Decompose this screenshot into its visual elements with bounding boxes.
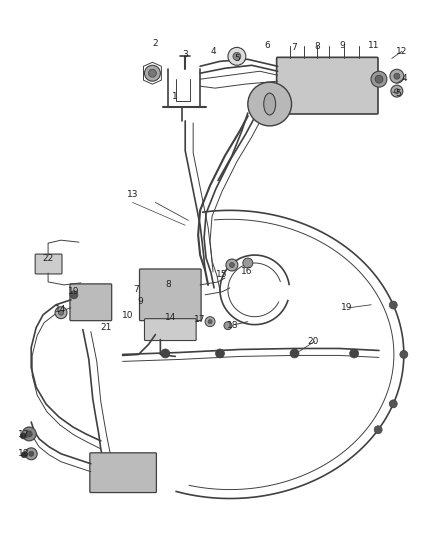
Text: 9: 9 (339, 41, 345, 50)
Ellipse shape (264, 93, 276, 115)
Text: 4: 4 (210, 47, 216, 56)
Circle shape (215, 349, 224, 358)
Circle shape (233, 52, 241, 60)
Circle shape (371, 71, 387, 87)
Circle shape (148, 69, 156, 77)
Text: 3: 3 (182, 50, 188, 59)
Text: 5: 5 (234, 54, 240, 63)
Text: 7: 7 (292, 43, 297, 52)
Text: 2: 2 (152, 39, 158, 48)
Text: 8: 8 (166, 280, 171, 289)
Circle shape (374, 426, 382, 434)
FancyBboxPatch shape (277, 58, 378, 114)
Circle shape (55, 307, 67, 319)
Text: 14: 14 (165, 313, 176, 322)
Circle shape (228, 47, 246, 65)
Circle shape (394, 73, 400, 79)
Text: 1: 1 (173, 92, 178, 101)
Circle shape (390, 69, 404, 83)
Text: 4: 4 (402, 74, 408, 83)
Text: 11: 11 (368, 41, 380, 50)
Text: 17: 17 (194, 315, 206, 324)
Text: 14: 14 (55, 305, 67, 314)
Circle shape (205, 317, 215, 327)
Text: 8: 8 (314, 42, 320, 51)
Circle shape (161, 349, 170, 358)
Text: 17: 17 (18, 431, 29, 439)
Circle shape (226, 259, 238, 271)
Text: 5: 5 (395, 88, 401, 98)
Text: 9: 9 (138, 297, 143, 306)
Circle shape (375, 75, 383, 83)
Text: 16: 16 (241, 268, 253, 277)
Text: 6: 6 (265, 41, 271, 50)
Circle shape (26, 431, 32, 437)
Circle shape (389, 400, 397, 408)
Circle shape (59, 310, 64, 315)
Circle shape (20, 433, 26, 439)
Circle shape (391, 85, 403, 97)
Text: 10: 10 (122, 311, 133, 320)
Circle shape (224, 321, 232, 329)
FancyBboxPatch shape (140, 269, 201, 321)
Text: 20: 20 (308, 337, 319, 346)
Text: 22: 22 (42, 254, 54, 263)
Circle shape (70, 291, 78, 299)
Circle shape (243, 258, 253, 268)
Text: 18: 18 (227, 321, 239, 330)
Circle shape (394, 88, 399, 94)
Circle shape (145, 65, 160, 81)
Text: 19: 19 (342, 303, 353, 312)
Circle shape (22, 427, 36, 441)
Text: 15: 15 (216, 270, 228, 279)
Circle shape (21, 452, 27, 458)
Circle shape (248, 82, 292, 126)
Circle shape (25, 448, 37, 460)
FancyBboxPatch shape (145, 319, 196, 341)
Text: 19: 19 (68, 287, 80, 296)
Text: 21: 21 (100, 323, 111, 332)
Circle shape (230, 263, 234, 268)
Text: 13: 13 (127, 190, 138, 199)
Text: 18: 18 (18, 449, 29, 458)
FancyBboxPatch shape (70, 284, 112, 321)
Text: 12: 12 (396, 47, 407, 56)
Circle shape (389, 301, 397, 309)
FancyBboxPatch shape (35, 254, 62, 274)
Circle shape (29, 451, 34, 456)
Text: 7: 7 (134, 285, 139, 294)
Circle shape (290, 349, 299, 358)
Circle shape (208, 320, 212, 324)
FancyBboxPatch shape (90, 453, 156, 492)
Circle shape (400, 351, 408, 358)
Circle shape (350, 349, 359, 358)
